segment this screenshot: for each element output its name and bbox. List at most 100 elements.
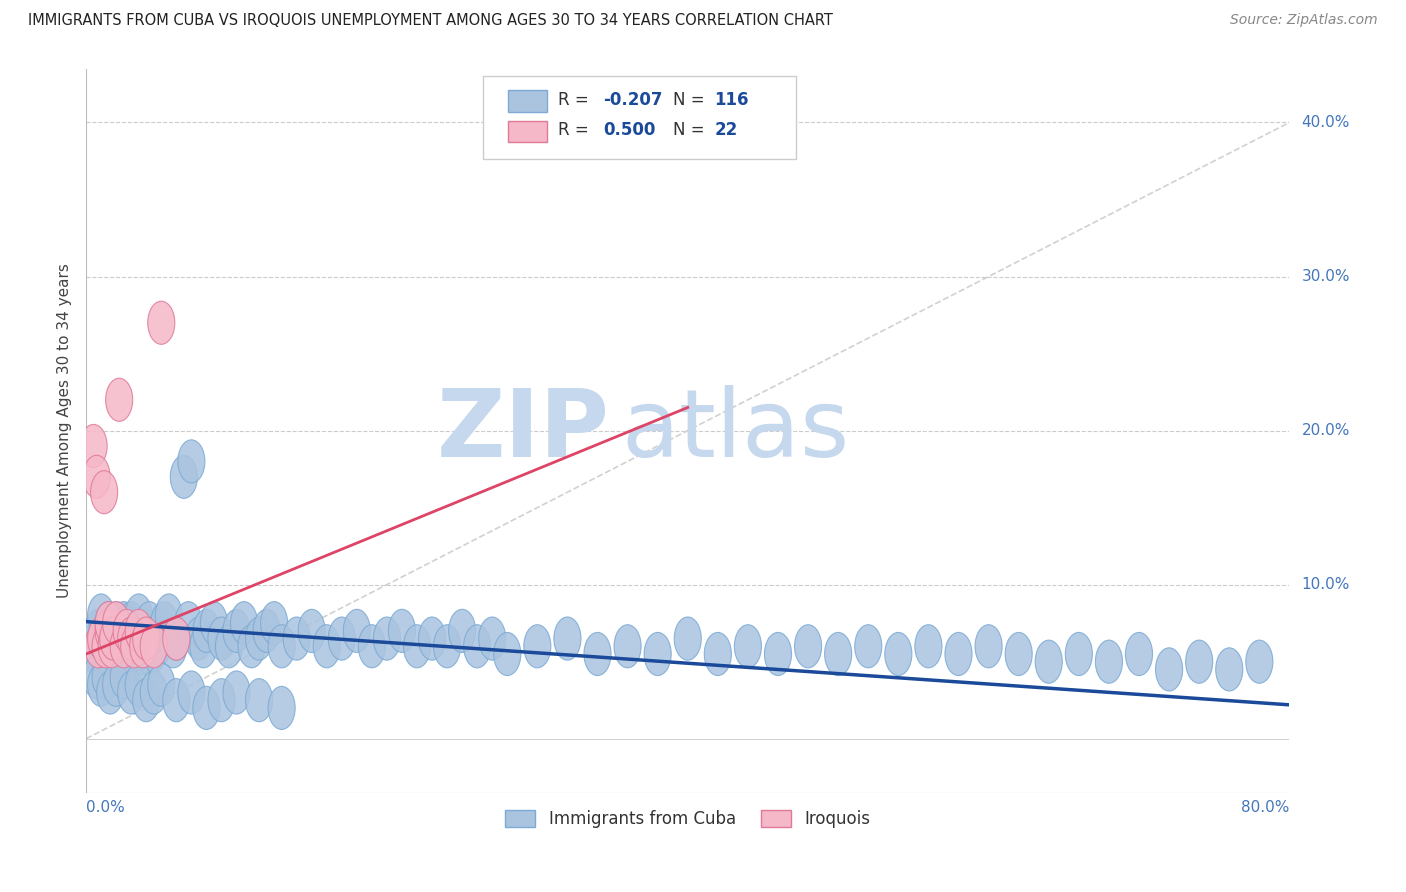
Ellipse shape xyxy=(100,640,127,683)
Ellipse shape xyxy=(269,686,295,730)
Text: 40.0%: 40.0% xyxy=(1302,115,1350,130)
Ellipse shape xyxy=(343,609,370,652)
Ellipse shape xyxy=(675,617,702,660)
Ellipse shape xyxy=(141,617,167,660)
Ellipse shape xyxy=(80,425,107,467)
Ellipse shape xyxy=(148,609,174,652)
Ellipse shape xyxy=(100,617,127,660)
Ellipse shape xyxy=(96,601,122,645)
Ellipse shape xyxy=(91,624,120,668)
Ellipse shape xyxy=(96,601,122,645)
Ellipse shape xyxy=(215,624,242,668)
Ellipse shape xyxy=(163,617,190,660)
Ellipse shape xyxy=(110,601,138,645)
Ellipse shape xyxy=(734,624,762,668)
Ellipse shape xyxy=(125,594,152,637)
Ellipse shape xyxy=(614,624,641,668)
Ellipse shape xyxy=(121,624,148,668)
Ellipse shape xyxy=(884,632,912,675)
Text: R =: R = xyxy=(558,121,593,139)
Ellipse shape xyxy=(554,617,581,660)
Text: N =: N = xyxy=(673,121,710,139)
Ellipse shape xyxy=(583,632,612,675)
Ellipse shape xyxy=(945,632,972,675)
Ellipse shape xyxy=(794,624,821,668)
Ellipse shape xyxy=(80,624,107,668)
Ellipse shape xyxy=(112,640,141,683)
Ellipse shape xyxy=(855,624,882,668)
Ellipse shape xyxy=(125,609,152,652)
Text: atlas: atlas xyxy=(621,384,849,476)
Ellipse shape xyxy=(110,656,138,698)
Ellipse shape xyxy=(104,632,131,675)
Ellipse shape xyxy=(1246,640,1272,683)
Ellipse shape xyxy=(224,609,250,652)
Ellipse shape xyxy=(97,671,124,714)
Ellipse shape xyxy=(1066,632,1092,675)
Ellipse shape xyxy=(644,632,671,675)
Ellipse shape xyxy=(143,624,170,668)
Ellipse shape xyxy=(374,617,401,660)
Ellipse shape xyxy=(83,632,110,675)
Ellipse shape xyxy=(87,594,115,637)
Ellipse shape xyxy=(1125,632,1153,675)
Ellipse shape xyxy=(107,609,134,652)
Ellipse shape xyxy=(269,624,295,668)
Ellipse shape xyxy=(404,624,430,668)
Ellipse shape xyxy=(132,617,160,660)
Ellipse shape xyxy=(177,440,205,483)
Text: R =: R = xyxy=(558,91,593,109)
Ellipse shape xyxy=(163,617,190,660)
Text: Source: ZipAtlas.com: Source: ZipAtlas.com xyxy=(1230,13,1378,28)
Ellipse shape xyxy=(87,664,115,706)
Ellipse shape xyxy=(419,617,446,660)
Ellipse shape xyxy=(129,624,156,668)
Ellipse shape xyxy=(132,609,160,652)
Ellipse shape xyxy=(103,617,129,660)
Ellipse shape xyxy=(160,624,187,668)
Ellipse shape xyxy=(1095,640,1122,683)
Text: 116: 116 xyxy=(714,91,749,109)
Ellipse shape xyxy=(127,632,153,675)
Ellipse shape xyxy=(253,609,280,652)
Ellipse shape xyxy=(103,664,129,706)
Text: 30.0%: 30.0% xyxy=(1302,269,1350,284)
Ellipse shape xyxy=(464,624,491,668)
Text: 80.0%: 80.0% xyxy=(1241,800,1289,815)
Text: IMMIGRANTS FROM CUBA VS IROQUOIS UNEMPLOYMENT AMONG AGES 30 TO 34 YEARS CORRELAT: IMMIGRANTS FROM CUBA VS IROQUOIS UNEMPLO… xyxy=(28,13,832,29)
Ellipse shape xyxy=(118,617,145,660)
Ellipse shape xyxy=(83,656,110,698)
Ellipse shape xyxy=(163,679,190,722)
Ellipse shape xyxy=(155,594,183,637)
Ellipse shape xyxy=(524,624,551,668)
Ellipse shape xyxy=(96,609,122,652)
Ellipse shape xyxy=(84,624,111,668)
Ellipse shape xyxy=(359,624,385,668)
Text: 22: 22 xyxy=(714,121,738,139)
Text: 0.500: 0.500 xyxy=(603,121,655,139)
Ellipse shape xyxy=(704,632,731,675)
Ellipse shape xyxy=(449,609,475,652)
Ellipse shape xyxy=(193,686,219,730)
Ellipse shape xyxy=(118,617,145,660)
Ellipse shape xyxy=(260,601,288,645)
Ellipse shape xyxy=(125,664,152,706)
Ellipse shape xyxy=(118,671,145,714)
Ellipse shape xyxy=(298,609,325,652)
Ellipse shape xyxy=(98,624,125,668)
Ellipse shape xyxy=(115,609,142,652)
Text: 0.0%: 0.0% xyxy=(86,800,125,815)
Text: 20.0%: 20.0% xyxy=(1302,423,1350,438)
Ellipse shape xyxy=(765,632,792,675)
Ellipse shape xyxy=(1185,640,1213,683)
Ellipse shape xyxy=(974,624,1002,668)
Ellipse shape xyxy=(170,455,197,499)
Ellipse shape xyxy=(314,624,340,668)
Ellipse shape xyxy=(177,671,205,714)
Ellipse shape xyxy=(1005,632,1032,675)
Ellipse shape xyxy=(87,617,115,660)
Ellipse shape xyxy=(208,679,235,722)
Ellipse shape xyxy=(103,601,129,645)
Text: 10.0%: 10.0% xyxy=(1302,577,1350,592)
Ellipse shape xyxy=(238,624,266,668)
